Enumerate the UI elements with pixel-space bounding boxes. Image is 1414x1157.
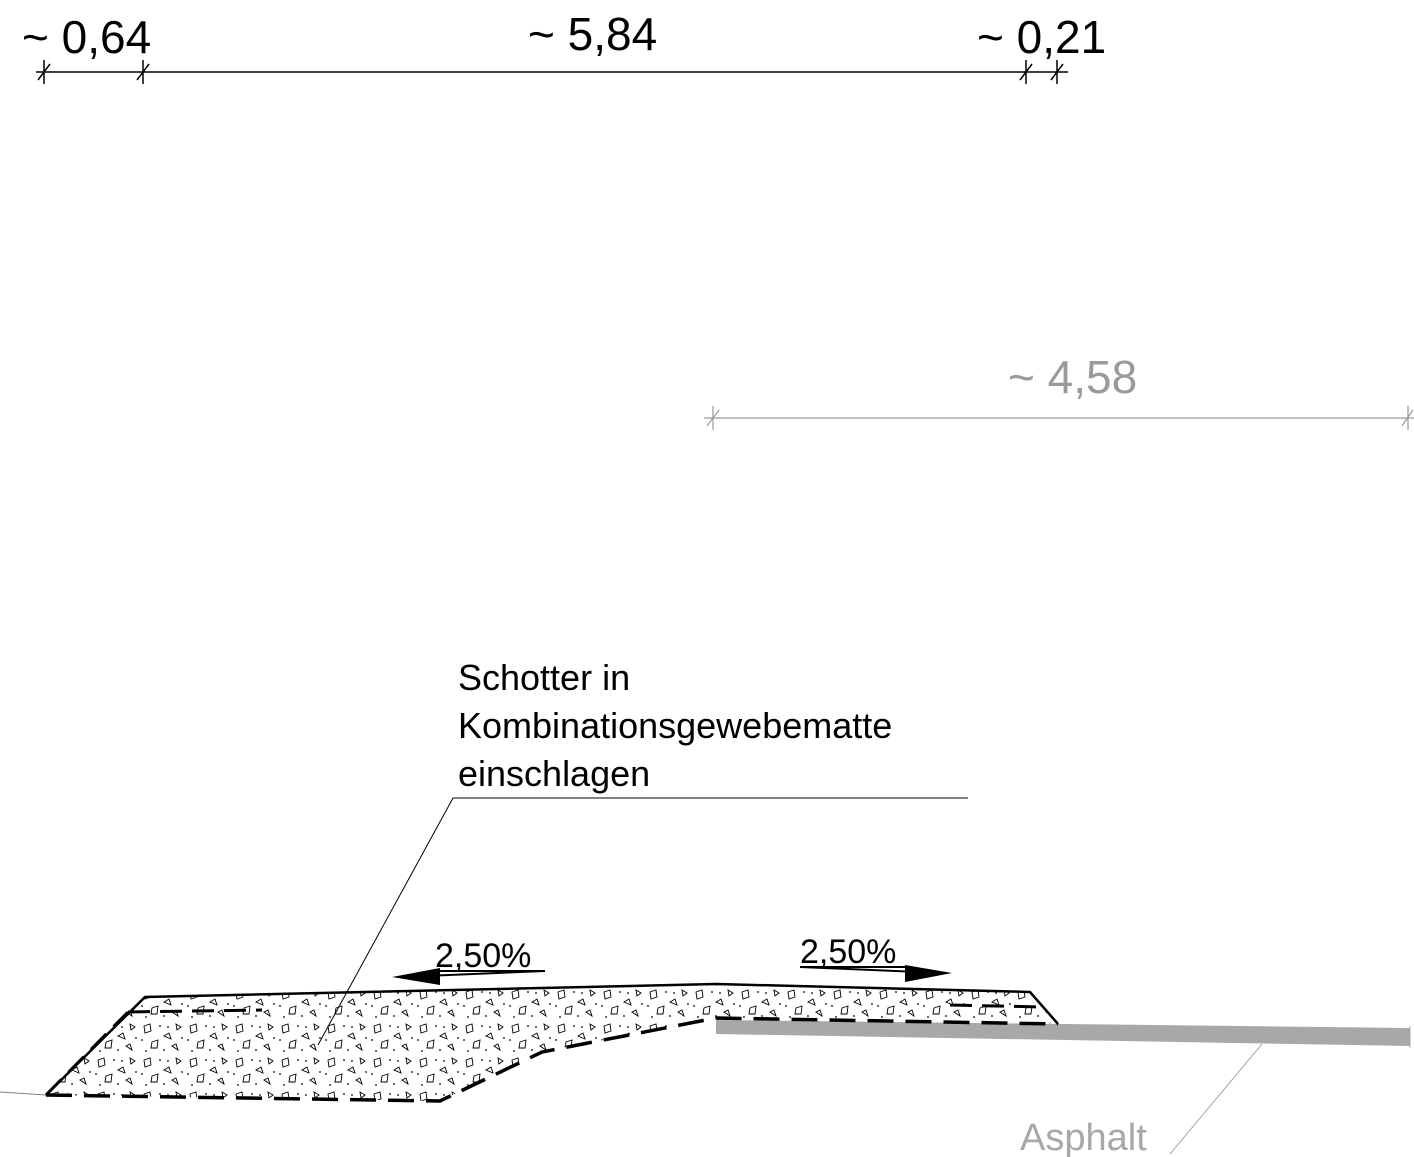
slope-arrow-shaft-left (424, 970, 546, 977)
gravel-callout: Schotter in Kombinationsgewebematte eins… (317, 657, 968, 1046)
top-dimension-chain: ~ 0,64 ~ 5,84 ~ 0,21 (22, 8, 1106, 84)
geotextile-top-right-flap (949, 1003, 1043, 1009)
ground-line-left (0, 1091, 47, 1096)
callout-line-1: Schotter in (458, 657, 630, 698)
dimension-label-right: ~ 0,21 (977, 11, 1106, 63)
geotextile-left-wrap (44, 1010, 130, 1097)
secondary-dimension: ~ 4,58 (704, 351, 1414, 430)
dimension-slash-tick (37, 63, 51, 81)
asphalt-layer: Asphalt (716, 1020, 1411, 1157)
callout-line-3: einschlagen (458, 753, 650, 794)
dimension-slash-tick (1019, 63, 1033, 81)
asphalt-leader-line (1169, 1043, 1263, 1155)
callout-line-2: Kombinationsgewebematte (458, 705, 892, 746)
slope-arrow-shaft-right (799, 966, 921, 973)
asphalt-label: Asphalt (1020, 1117, 1147, 1157)
callout-leader-line (317, 797, 968, 1046)
gravel-fill (46, 984, 1058, 1101)
slope-arrow-head-left (392, 968, 440, 985)
geotextile-bottom (45, 1016, 1059, 1103)
dimension-slash-tick (136, 63, 150, 81)
asphalt-band (716, 1020, 1410, 1046)
dimension-slash-tick (1050, 63, 1064, 81)
dimension-slash-tick (1401, 409, 1414, 427)
dimension-label-left: ~ 0,64 (22, 11, 151, 63)
dimension-slash-tick (706, 409, 720, 427)
dimension-label-middle: ~ 5,84 (528, 8, 657, 60)
slope-label-right: 2,50% (800, 933, 896, 971)
slope-arrow-head-right (905, 965, 952, 982)
geotextile-top-left-flap (127, 1008, 263, 1014)
gravel-top-outline (45, 982, 1059, 1096)
slope-label-left: 2,50% (435, 937, 531, 975)
slope-annotations: 2,50% 2,50% (392, 933, 952, 985)
secondary-dimension-label: ~ 4,58 (1008, 351, 1137, 403)
gravel-body (0, 982, 1059, 1103)
